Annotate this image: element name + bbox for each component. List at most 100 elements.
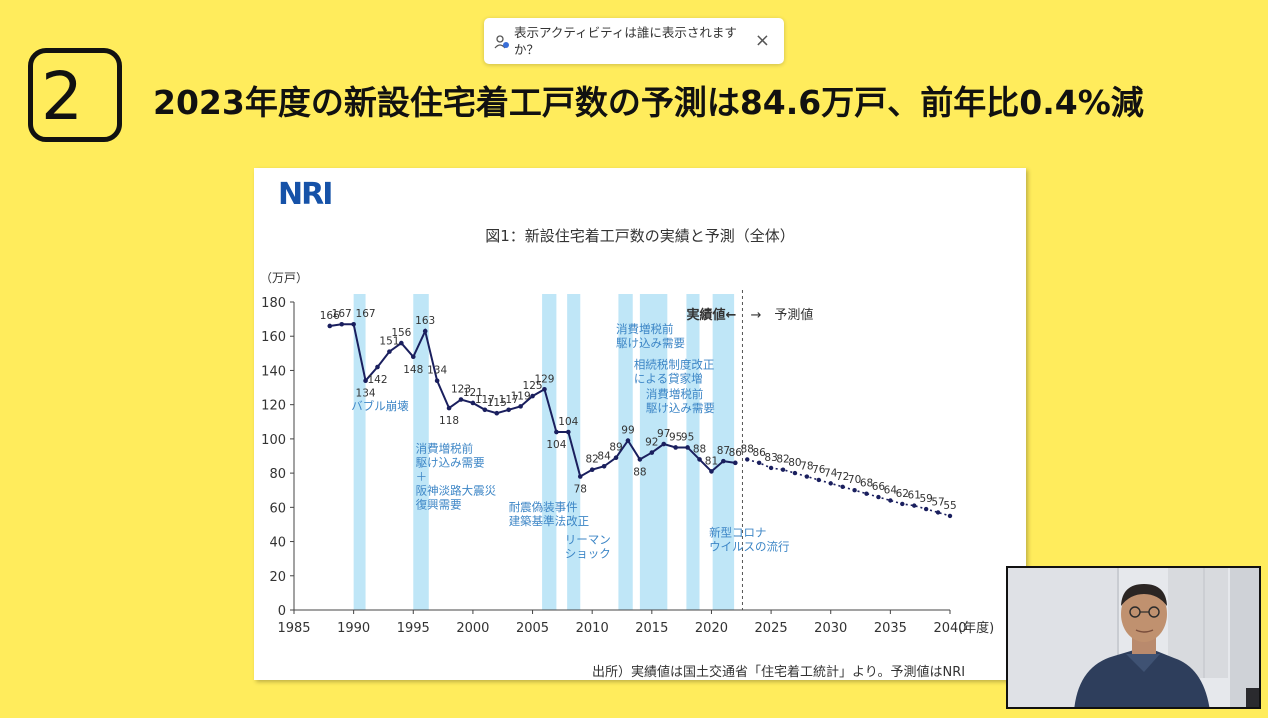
data-label: 115 (487, 397, 507, 409)
data-label: 82 (776, 454, 789, 466)
forecast-data-point (923, 506, 929, 512)
data-label: 74 (824, 467, 838, 479)
annotation-line: ウイルスの流行 (709, 539, 790, 553)
highlight-band (542, 294, 557, 610)
y-tick-label: 100 (261, 433, 286, 448)
x-tick-label: 1990 (337, 621, 370, 636)
data-label: 80 (788, 457, 801, 469)
source-note: 出所）実績値は国土交通省「住宅着工統計」より。予測値はNRI (592, 664, 965, 680)
data-label: 81 (705, 455, 718, 467)
data-label: 89 (609, 442, 622, 454)
notification-text: 表示アクティビティは誰に表示されますか？ (514, 25, 737, 57)
x-tick-label: 2000 (456, 621, 489, 636)
data-label: 92 (645, 437, 658, 449)
forecast-data-point (864, 491, 869, 496)
data-label: 125 (523, 380, 543, 392)
y-tick-label: 0 (278, 604, 286, 619)
y-tick-label: 120 (261, 399, 286, 414)
annotation-line: 駆け込み需要 (416, 456, 485, 470)
x-tick-label: 2025 (755, 621, 788, 636)
actual-data-point (554, 429, 559, 435)
x-tick-label: 2030 (814, 621, 847, 636)
forecast-series-line (747, 458, 951, 517)
y-tick-label: 40 (269, 536, 286, 551)
step-number: 2 (41, 58, 83, 135)
data-label: 99 (621, 425, 634, 437)
event-annotation: バブル崩壊 (351, 399, 409, 413)
data-label: 59 (919, 493, 932, 505)
forecast-chart: NRI図1：新設住宅着工戸数の実績と予測（全体）（万戸）020406080100… (260, 177, 994, 680)
step-number-badge: 2 (28, 48, 122, 142)
data-label: 95 (681, 431, 694, 443)
nri-logo: NRI (278, 177, 331, 212)
actual-data-point (339, 321, 345, 327)
data-label: 88 (693, 443, 706, 455)
forecast-data-point (840, 484, 845, 489)
event-annotation: 相続税制度改正による貸家増 (634, 358, 715, 386)
x-tick-label: 2035 (874, 621, 907, 636)
actual-data-point (637, 457, 643, 462)
actual-data-point (351, 321, 356, 327)
forecast-data-point (900, 501, 905, 507)
close-icon[interactable]: × (754, 30, 770, 51)
data-label: 88 (741, 443, 754, 455)
actual-data-point (506, 407, 511, 413)
data-label: 86 (752, 447, 766, 459)
highlight-band (712, 294, 735, 610)
actual-data-point (458, 397, 464, 402)
data-label: 83 (764, 452, 777, 464)
chart-title: 図1：新設住宅着工戸数の実績と予測（全体） (485, 227, 795, 245)
annotation-line: 相続税制度改正 (634, 358, 715, 372)
actual-data-point (363, 378, 368, 384)
actual-data-point (434, 378, 440, 384)
annotation-line: 駆け込み需要 (616, 336, 685, 350)
highlight-band (618, 294, 633, 610)
data-label: 70 (848, 474, 861, 486)
forecast-data-point (780, 467, 786, 472)
forecast-data-point (816, 477, 821, 483)
annotation-line: リーマン (565, 532, 611, 546)
forecast-data-point (745, 457, 750, 462)
data-label: 134 (427, 365, 447, 377)
data-label: 117 (475, 394, 495, 406)
actual-data-point (422, 328, 428, 334)
data-label: 64 (884, 484, 898, 496)
actual-data-point (673, 445, 678, 450)
highlight-band (413, 294, 429, 610)
chart-slide: NRI 図1：新設住宅着工戸数の実績と予測（全体） （万戸） 0 20 40 60 80 100… (254, 168, 1026, 680)
forecast-data-point (828, 481, 833, 486)
data-label: 119 (511, 390, 531, 402)
notification-toast: 表示アクティビティは誰に表示されますか？ × (484, 18, 784, 64)
actual-data-point (542, 386, 547, 392)
forecast-data-point (804, 474, 810, 479)
actual-data-point (733, 460, 738, 466)
actual-data-point (613, 455, 619, 461)
data-label: 72 (836, 471, 849, 483)
forecast-data-point (876, 494, 881, 500)
y-tick-label: 160 (261, 330, 286, 345)
actual-label: 実績値← (687, 307, 737, 323)
data-label: 82 (585, 454, 598, 466)
data-label: 129 (534, 373, 554, 385)
actual-data-point (661, 441, 667, 447)
forecast-data-point (888, 498, 893, 503)
x-tick-label: 2020 (695, 621, 728, 636)
data-label: 87 (717, 445, 730, 457)
annotation-line: バブル崩壊 (351, 399, 409, 413)
x-tick-label: 2015 (635, 621, 668, 636)
data-label: 166 (320, 310, 340, 322)
actual-data-point (530, 393, 535, 399)
data-label: 76 (812, 464, 826, 476)
actual-data-point (470, 400, 476, 406)
forecast-label: → 予測値 (750, 307, 813, 323)
event-annotation: 消費増税前駆け込み需要 (646, 387, 715, 415)
data-label: 95 (669, 431, 682, 443)
actual-data-point (589, 467, 595, 472)
y-axis-label: （万戸） (260, 271, 308, 285)
actual-data-point (649, 450, 655, 455)
annotation-line: 消費増税前 (616, 322, 674, 336)
actual-data-point (709, 469, 714, 474)
y-tick-label: 20 (269, 570, 286, 585)
person-icon (494, 34, 510, 50)
x-tick-label: 2010 (576, 621, 609, 636)
